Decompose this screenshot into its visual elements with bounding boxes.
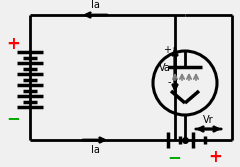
Text: Ia: Ia — [90, 145, 99, 155]
Text: +: + — [6, 35, 20, 53]
Text: Ia: Ia — [90, 0, 99, 10]
Text: +: + — [208, 148, 222, 166]
Text: -: - — [168, 77, 171, 87]
Text: −: − — [6, 109, 20, 127]
Text: −: − — [167, 148, 181, 166]
Text: +: + — [163, 45, 171, 55]
Text: Va: Va — [159, 63, 171, 73]
Text: Vr: Vr — [203, 115, 214, 125]
